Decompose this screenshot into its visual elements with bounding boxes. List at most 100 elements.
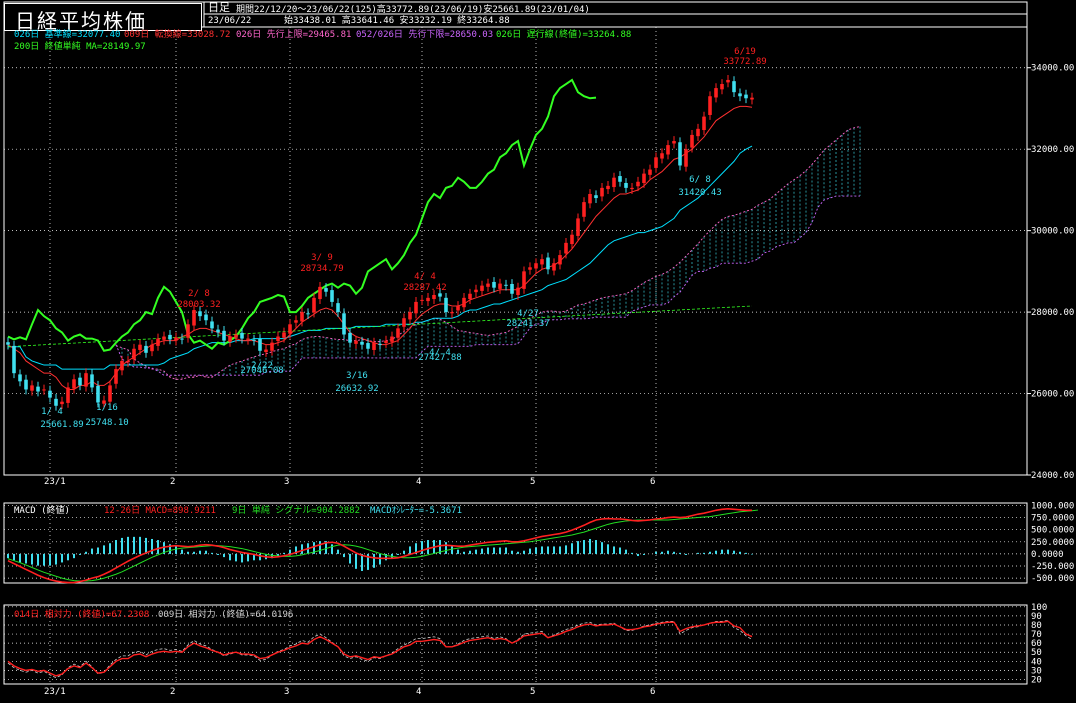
candle-body (162, 336, 166, 340)
candle-body (210, 321, 214, 329)
candle-body (240, 332, 244, 339)
candle-body (186, 324, 190, 338)
candle-body (402, 318, 406, 327)
price-annotation: 31420.43 (678, 188, 721, 198)
price-annotation: 28734.79 (300, 264, 343, 274)
candle-body (690, 134, 694, 148)
macd-tick-label: -500.000 (1031, 574, 1074, 584)
candle-body (60, 401, 64, 405)
legend-signal: 9日 単純 シグナル=904.2882 (232, 506, 361, 516)
price-annotation: 2/ 8 (188, 289, 210, 299)
price-annotation: 25748.10 (85, 418, 128, 428)
candle-body (126, 360, 130, 363)
period-summary: 期間22/12/20～23/06/22(125)高33772.89(23/06/… (236, 5, 590, 15)
candle-body (708, 96, 712, 115)
price-annotation: 1/ 4 (41, 407, 63, 417)
candle-body (720, 84, 724, 90)
periodicity-label: 日足 (208, 1, 230, 14)
candle-body (342, 313, 346, 335)
x-tick-label: 4 (416, 477, 421, 487)
candle-body (300, 312, 304, 322)
x-tick-label: 2 (170, 477, 175, 487)
x-tick-label: 5 (530, 477, 535, 487)
price-annotation: 26632.92 (335, 384, 378, 394)
legend-senkou-a: 026日 先行上限=29465.81 (236, 30, 352, 40)
rsi-tick-label: 50 (1031, 648, 1042, 658)
ichimoku-cloud (115, 126, 861, 380)
rsi-tick-label: 30 (1031, 666, 1042, 676)
candle-body (636, 181, 640, 187)
senkou-a-line (115, 126, 861, 380)
legend-kijun: 026日 基準線=32077.40 (14, 30, 121, 40)
candle-body (618, 176, 622, 182)
candle-body (696, 128, 700, 137)
candle-body (150, 344, 154, 352)
legend-macd: 12-26日 MACD=898.9211 (104, 506, 216, 516)
candle-body (264, 349, 268, 353)
macd-line (7, 508, 753, 584)
candle-body (174, 337, 178, 341)
price-annotation: 33772.89 (723, 57, 766, 67)
candle-body (612, 177, 616, 188)
x-tick-label-rsi: 6 (650, 687, 655, 697)
price-annotation: 3/ 9 (311, 253, 333, 263)
candle-body (36, 386, 40, 392)
candle-body (114, 369, 118, 384)
candle-body (54, 398, 58, 406)
price-annotation: 6/ 8 (689, 175, 711, 185)
candle-body (504, 284, 508, 286)
candle-body (132, 348, 136, 360)
candle-body (642, 173, 646, 183)
candle-body (30, 385, 34, 391)
candle-body (630, 187, 634, 190)
candle-body (120, 360, 124, 371)
candle-body (348, 332, 352, 343)
candle-body (396, 328, 400, 338)
candle-body (660, 153, 664, 159)
candle-body (276, 336, 280, 342)
candle-body (498, 283, 502, 289)
rsi-panel (4, 606, 1027, 680)
candle-body (522, 271, 526, 289)
last-date: 23/06/22 (208, 16, 252, 26)
candle-body (744, 94, 748, 99)
candle-body (486, 283, 490, 287)
rsi-tick-label: 40 (1031, 657, 1042, 667)
ohlc-summary: 始33438.01 高33641.46 安33232.19 終33264.88 (284, 16, 510, 26)
macd-panel (4, 505, 1027, 584)
candle-body (288, 324, 292, 334)
macd-tick-label: 500.0000 (1031, 526, 1074, 536)
candle-body (294, 320, 298, 323)
chart-title-box: 日経平均株価 (4, 3, 202, 33)
candle-body (516, 287, 520, 295)
macd-panel-frame (3, 502, 1028, 584)
price-annotation: 4/27 (517, 309, 539, 319)
candle-body (354, 340, 358, 344)
candle-body (72, 379, 76, 389)
candle-body (216, 329, 220, 333)
candle-body (654, 157, 658, 168)
candle-body (420, 299, 424, 301)
macd-tick-label: 250.0000 (1031, 538, 1074, 548)
candle-body (564, 242, 568, 254)
price-annotation: 4/ 4 (429, 348, 451, 358)
candle-body (552, 263, 556, 271)
candle-body (168, 334, 172, 340)
price-annotation: 28287.42 (403, 283, 446, 293)
senkou-b-line (115, 195, 860, 376)
price-tick-label: 30000.00 (1031, 227, 1074, 237)
rsi-tick-label: 60 (1031, 639, 1042, 649)
candle-body (144, 345, 148, 353)
candle-body (246, 338, 250, 340)
candle-body (468, 293, 472, 300)
price-annotation: 27046.08 (240, 366, 283, 376)
rsi-tick-label: 100 (1031, 603, 1047, 613)
macd-tick-label: -250.000 (1031, 562, 1074, 572)
candle-body (510, 283, 514, 294)
candle-body (6, 342, 10, 345)
candle-body (474, 289, 478, 293)
legend-rsi9: 009日 相対力 (終値)=64.0196 (158, 610, 294, 620)
candle-body (432, 294, 436, 300)
candle-body (108, 385, 112, 402)
